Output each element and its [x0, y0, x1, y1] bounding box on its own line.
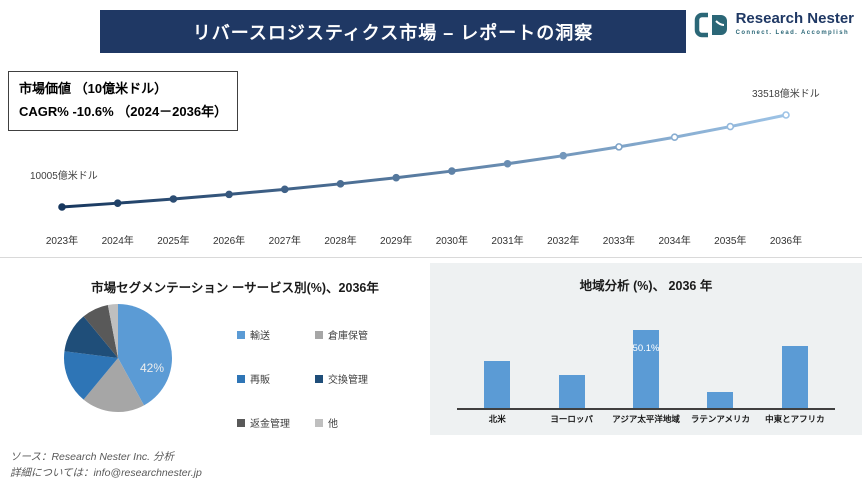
bar-chart: [460, 330, 832, 408]
legend-item-others: 他: [315, 415, 393, 430]
line-chart-svg: 2023年 2024年 2025年 2026年 2027年 2028年 2029年 2030年…: [46, 111, 802, 247]
legend-swatch-refund: [237, 418, 245, 427]
line-marker: [448, 167, 456, 175]
x-axis-label: 2026年: [213, 234, 245, 247]
legend-label-resale: 再販: [250, 375, 270, 386]
pie-slice-5: [107, 304, 118, 358]
market-value-trend-line: [61, 113, 787, 209]
legend-swatch-exchange: [315, 374, 323, 383]
x-axis-label: 2024年: [102, 234, 134, 247]
x-axis-label: 2035年: [714, 234, 746, 247]
source-note: ソース：Research Nester Inc. 分析 詳細については：info…: [10, 449, 202, 482]
x-axis-label: 2031年: [491, 234, 523, 247]
legend-swatch-warehousing: [315, 330, 323, 339]
bar-value-label-asia-pacific: 50.1%: [632, 343, 660, 354]
x-axis-label: 2029年: [380, 234, 412, 247]
bar-latin-america: [707, 392, 734, 408]
bar-label-latin-america: ラテンアメリカ: [690, 414, 750, 424]
line-end-value-label: 33518億米ドル: [752, 89, 820, 100]
line-marker: [225, 190, 233, 199]
legend-swatch-transport: [237, 330, 245, 339]
bar-label-north-america: 北米: [488, 414, 506, 424]
line-marker: [615, 143, 623, 151]
source-line: ソース：Research Nester Inc. 分析: [10, 451, 175, 463]
market-value-box: 市場価値 （10億米ドル） CAGR% -10.6% （2024－2036年）: [8, 71, 239, 131]
bar-label-europe: ヨーロッパ: [550, 414, 593, 424]
x-axis-label: 2034年: [658, 234, 690, 247]
line-marker: [782, 111, 790, 119]
legend-label-exchange: 交換管理: [328, 375, 368, 386]
legend-label-transport: 輸送: [250, 331, 270, 342]
legend-swatch-resale: [237, 374, 245, 383]
market-value-line-chart: 2023年 2024年 2025年 2026年 2027年 2028年 2029年 2030年…: [0, 82, 862, 262]
line-marker: [336, 180, 345, 188]
line-marker: [559, 151, 568, 160]
market-value-line: 市場価値 （10億米ドル）: [19, 81, 168, 96]
line-marker: [169, 195, 178, 203]
pie-slice-2: [64, 351, 118, 400]
line-start-value-label: 10005億米ドル: [30, 171, 98, 182]
line-marker: [503, 159, 512, 168]
bar-chart-title: 地域分析 (%)、 2036 年: [579, 279, 713, 293]
pie-value-label: 42%: [140, 361, 165, 375]
pie-slice-1: [83, 358, 145, 412]
legend-item-warehousing: 倉庫保管: [315, 327, 393, 342]
x-axis-label: 2032年: [547, 234, 579, 247]
legend-label-warehousing: 倉庫保管: [328, 331, 368, 342]
x-axis-label: 2036年: [770, 234, 802, 247]
line-marker: [113, 199, 122, 207]
bar-middle-east-africa: [781, 346, 808, 408]
bar-label-middle-east-africa: 中東とアフリカ: [765, 414, 825, 424]
page-title: リバースロジスティクス市場 – レポートの洞察: [100, 10, 686, 53]
bar-label-asia-pacific: アジア太平洋地域: [612, 414, 680, 424]
legend-item-exchange: 交換管理: [315, 371, 393, 386]
legend-swatch-others: [315, 418, 323, 427]
legend-item-transport: 輸送: [237, 327, 315, 342]
pie-chart-title: 市場セグメンテーション ーサービス別(%)、2036年: [91, 281, 379, 295]
research-nester-logo-icon: [694, 12, 727, 38]
line-marker: [58, 203, 66, 211]
x-axis-label: 2027年: [269, 234, 301, 247]
bar-chart-axis: [457, 408, 835, 410]
research-nester-logo: Research Nester Connect. Lead. Accomplis…: [694, 10, 854, 39]
line-marker: [280, 185, 289, 194]
x-axis-label: 2033年: [603, 234, 635, 247]
x-axis-label: 2023年: [46, 234, 78, 247]
legend-item-refund: 返金管理: [237, 415, 315, 430]
x-axis-label: 2028年: [324, 234, 356, 247]
details-line: 詳細については：info@researchnester.jp: [10, 467, 202, 480]
legend-item-resale: 再販: [237, 371, 315, 386]
logo-name: Research Nester: [735, 10, 854, 27]
cagr-line: CAGR% -10.6% （2024－2036年）: [19, 103, 228, 119]
line-marker: [392, 173, 400, 182]
line-marker: [670, 133, 679, 142]
pie-slice-0: [118, 304, 172, 406]
logo-tagline: Connect. Lead. Accomplish: [735, 29, 850, 36]
regional-analysis-panel: 地域分析 (%)、 2036 年 50.1% 北米 ヨーロッパ アジア太平洋地域…: [430, 263, 862, 435]
bar-europe: [558, 375, 585, 408]
pie-slice-4: [83, 304, 118, 358]
pie-slice-3: [64, 316, 118, 358]
legend-label-refund: 返金管理: [250, 419, 290, 430]
legend-label-others: 他: [328, 419, 338, 430]
pie-legend: 輸送 倉庫保管 再販 交換管理 返金管理 他: [237, 327, 393, 430]
section-divider: [0, 257, 862, 258]
x-axis-label: 2025年: [157, 234, 189, 247]
x-axis-label: 2030年: [436, 234, 468, 247]
line-marker: [726, 122, 735, 131]
bar-north-america: [484, 361, 511, 408]
pie-chart-svg: [64, 304, 172, 412]
bar-asia-pacific: [633, 330, 660, 408]
